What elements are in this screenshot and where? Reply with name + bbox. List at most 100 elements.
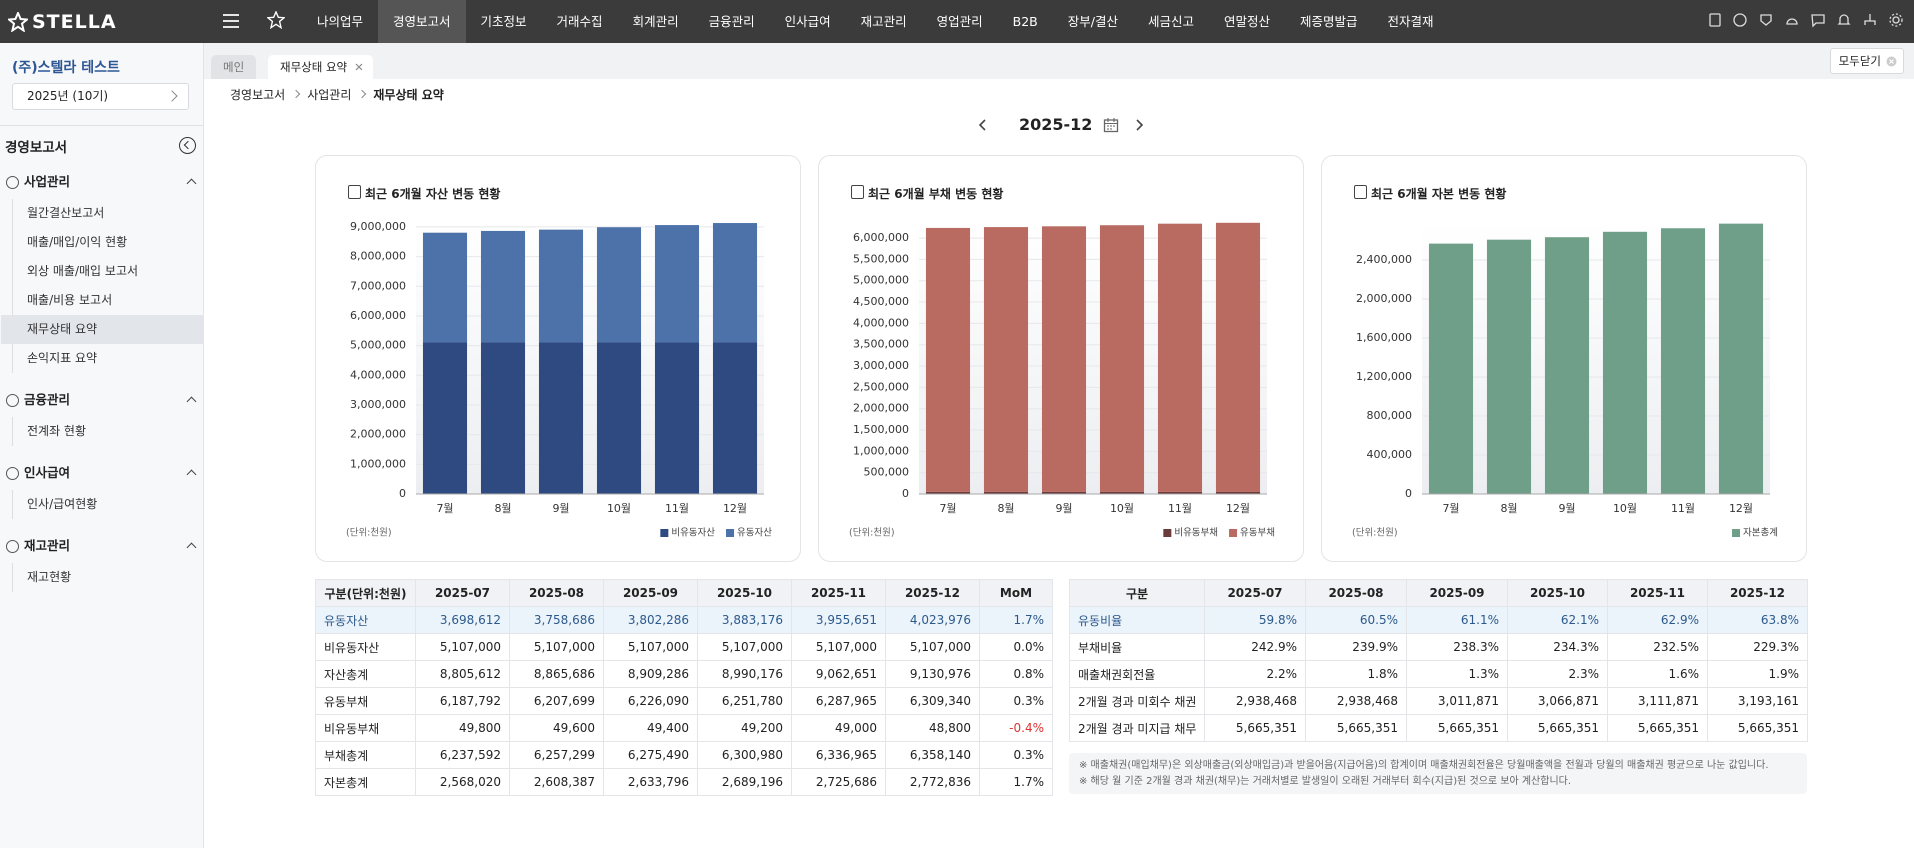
nav-item[interactable]: 전계좌 현황 [27,424,87,438]
nav-item[interactable]: 외상 매출/매입 보고서 [27,264,139,278]
plot-background [416,221,764,494]
menu-item[interactable]: 나의업무 [317,14,364,29]
nav-item[interactable]: 재고현황 [27,570,72,584]
table-cell: 242.9% [1204,633,1306,661]
header-cell: MoM [979,579,1053,607]
y-tick-label: 1,600,000 [1356,331,1412,344]
tab[interactable]: 메인 [211,55,257,79]
table-row: 유동부채 6,187,792 6,207,699 6,226,090 6,251,780… [315,687,1053,715]
nav-item[interactable]: 인사/급여현황 [27,497,98,511]
bar-segment [1215,491,1261,494]
table-cell: 59.8% [1204,606,1306,634]
menu-item[interactable]: 회계관리 [632,14,679,29]
menu-item[interactable]: 인사급여 [784,14,831,29]
icon[interactable] [1810,12,1826,28]
next-period[interactable] [1134,118,1144,132]
table-cell: 6,257,299 [509,741,604,769]
bar-segment [480,230,526,343]
table-cell: 자본총계 [315,768,416,796]
tab-close[interactable] [355,63,363,71]
table-cell: 5,665,351 [1406,714,1508,742]
table-cell: 49,800 [415,714,510,742]
collapse-button[interactable] [179,137,196,154]
header-cell: 구분 [1069,579,1205,607]
menu-item[interactable]: 거래수집 [556,14,603,29]
table-cell: 6,207,699 [509,687,604,715]
y-tick-label: 3,000,000 [350,398,406,411]
table-cell: 2,568,020 [415,768,510,796]
menu-item[interactable]: 금융관리 [708,14,755,29]
x-tick-label: 12월 [723,502,747,515]
table-cell: 유동비율 [1069,606,1205,634]
x-tick-label: 11월 [1168,502,1192,515]
table-cell: 0.3% [979,687,1053,715]
period-select[interactable]: 2025년 (10기) [12,83,189,110]
icon[interactable] [1708,12,1722,28]
nav-item[interactable]: 매출/매입/이익 현황 [27,235,128,249]
bar-segment [1099,491,1145,494]
icon[interactable] [1784,12,1800,28]
calendar[interactable] [1103,117,1119,133]
x-tick-label: 9월 [552,502,569,515]
menu-item[interactable]: 재고관리 [860,14,907,29]
y-tick-label: 3,000,000 [853,359,909,372]
note: ※ 해당 월 기준 2개월 경과 채권(채무)는 거래처별로 발생일이 오래된 … [1079,776,1572,787]
close-all-button[interactable]: 모두닫기 [1829,48,1904,74]
nav-item[interactable]: 월간결산보고서 [27,206,105,220]
y-tick-label: 0 [1405,487,1412,500]
bar-segment [538,342,584,494]
table-cell: 3,802,286 [603,606,698,634]
table-cell: 8,909,286 [603,660,698,688]
y-tick-label: 0 [902,487,909,500]
tab[interactable]: 재무상태 요약 [268,55,374,79]
x-tick-label: 12월 [1729,502,1753,515]
icon[interactable] [1862,12,1878,28]
table-cell: 3,011,871 [1406,687,1508,715]
bar-segment [422,342,468,494]
menu-item[interactable]: 연말정산 [1223,14,1270,29]
chart-title: 최근 6개월 자산 변동 현황 [347,185,501,201]
nav-group-title[interactable]: 사업관리 [0,165,204,199]
menu-item[interactable]: 제증명발급 [1300,14,1358,29]
table-cell: 2개월 경과 미지급 채무 [1069,714,1205,742]
y-tick-label: 4,000,000 [853,316,909,329]
nav-group-title[interactable]: 인사급여 [0,456,204,490]
menu-item[interactable]: 기초정보 [480,14,527,29]
menu-item[interactable]: 세금신고 [1147,14,1194,29]
table-cell: 3,066,871 [1507,687,1608,715]
chart-card: 최근 6개월 자본 변동 현황 0 400,000 800,000 1,200,000 1… [1321,155,1807,562]
nav-list: 재고현황 [12,563,204,592]
nav-group-title[interactable]: 재고관리 [0,529,204,563]
chart-title: 최근 6개월 부채 변동 현황 [850,185,1004,201]
menu-item[interactable]: B2B [1012,14,1038,29]
logo[interactable]: STELLA [8,9,117,35]
nav-item[interactable]: 손익지표 요약 [27,351,98,365]
menu-toggle[interactable] [222,13,240,29]
header-cell: 2025-11 [791,579,886,607]
icon[interactable] [1732,12,1748,28]
menu-item[interactable]: 경영보고서 [378,0,466,43]
x-tick-label: 7월 [939,502,956,515]
y-tick-label: 800,000 [1367,409,1413,422]
nav-item[interactable]: 매출/비용 보고서 [27,293,113,307]
menu-item[interactable]: 영업관리 [936,14,983,29]
unit-note: (단위:천원) [849,527,895,539]
icon[interactable] [1758,12,1774,28]
icon[interactable] [1888,12,1904,28]
nav-item[interactable]: 재무상태 요약 [1,315,204,344]
icon[interactable] [1836,12,1852,28]
prev-period[interactable] [978,118,988,132]
legend-label: 자본총계 [1743,527,1778,539]
bar-segment [925,491,971,494]
notes: ※ 매출채권(매입채무)은 외상매출금(외상매입금)과 받을어음(지급어음)의 … [1069,753,1807,794]
top-icons [1708,12,1904,28]
menu-item[interactable]: 전자결재 [1387,14,1434,29]
table-cell: 비유동자산 [315,633,416,661]
x-tick-label: 10월 [607,502,631,515]
menu-item[interactable]: 장부/결산 [1067,14,1118,29]
table-cell: 6,300,980 [697,741,792,769]
x-tick-label: 10월 [1613,502,1637,515]
nav-group-title[interactable]: 금융관리 [0,383,204,417]
favorite[interactable] [267,11,285,29]
